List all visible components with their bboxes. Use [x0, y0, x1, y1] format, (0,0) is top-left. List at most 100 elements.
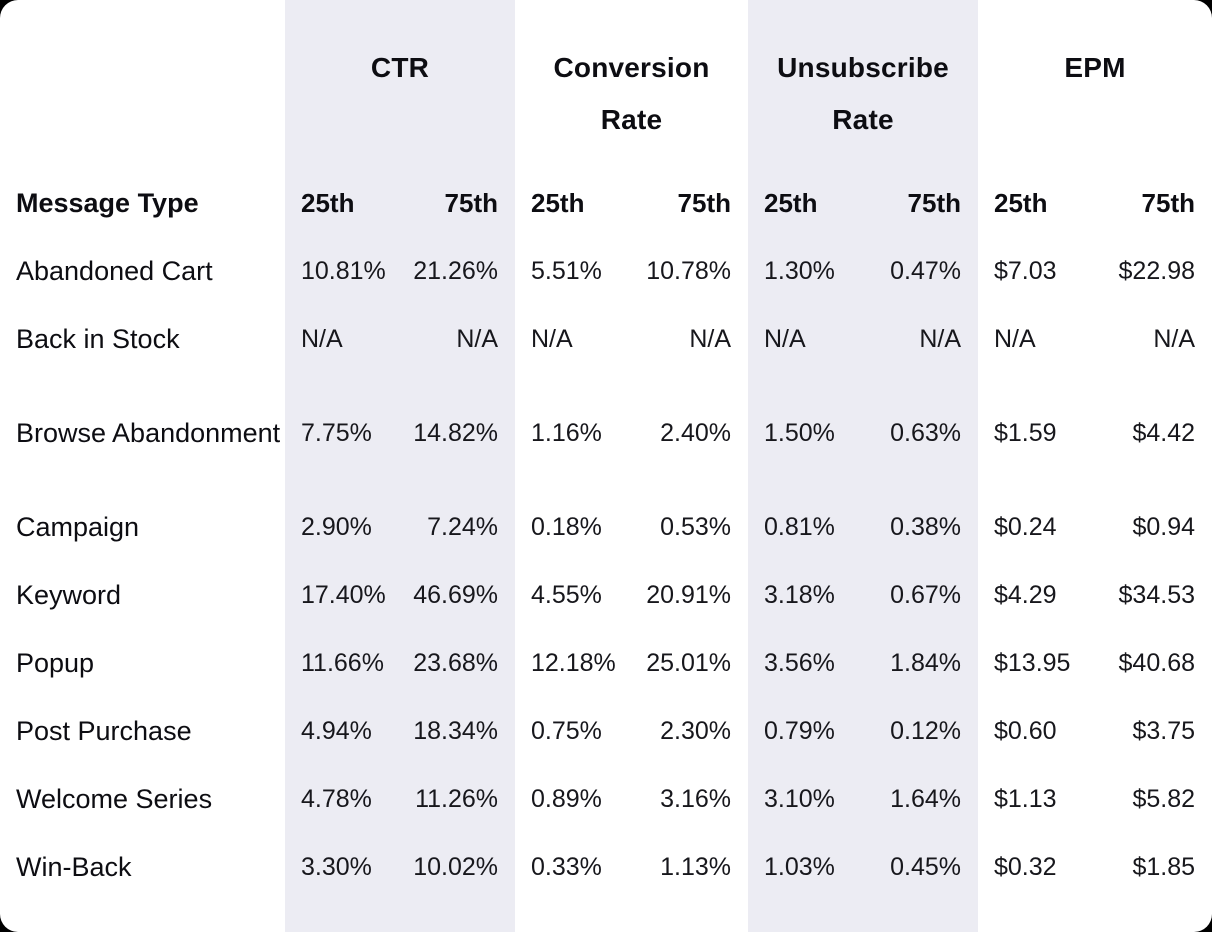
row-label: Welcome Series [16, 784, 213, 814]
subheader-unsubscribe-25th: 25th [764, 187, 818, 218]
group-header-epm-label: EPM [1064, 52, 1126, 83]
metric-cell: 25.01% [646, 648, 731, 677]
metric-cell: 1.13% [660, 852, 731, 881]
table-row: Campaign 2.90% 7.24% 0.18% 0.53% 0.81% 0… [0, 493, 1212, 561]
metric-cell: $1.13 [994, 784, 1057, 813]
subheader-ctr-75th: 75th [444, 187, 498, 218]
metric-cell: 0.81% [764, 512, 835, 541]
group-header-conversion-rate-label: Conversion Rate [553, 52, 710, 135]
group-header-epm: EPM [978, 0, 1212, 169]
subheader-conversion-25th: 25th [531, 187, 585, 218]
metric-cell: N/A [689, 324, 731, 353]
metric-cell: 1.64% [890, 784, 961, 813]
table-row: Keyword 17.40% 46.69% 4.55% 20.91% 3.18%… [0, 561, 1212, 629]
column-header-row: Message Type 25th 75th 25th 75th 25th 75… [0, 169, 1212, 237]
metric-cell: 0.38% [890, 512, 961, 541]
metric-cell: 0.12% [890, 716, 961, 745]
table-row: Win-Back 3.30% 10.02% 0.33% 1.13% 1.03% … [0, 833, 1212, 901]
group-header-row: CTR Conversion Rate Unsubscribe Rate EPM [0, 0, 1212, 169]
ctr-column-band [285, 0, 515, 932]
metric-cell: 2.40% [660, 418, 731, 447]
metric-cell: 0.18% [531, 512, 602, 541]
metric-cell: $0.24 [994, 512, 1057, 541]
row-label: Win-Back [16, 852, 132, 882]
subheader-ctr-25th: 25th [301, 187, 355, 218]
metric-cell: N/A [456, 324, 498, 353]
metric-cell: 0.33% [531, 852, 602, 881]
metric-cell: 17.40% [301, 580, 386, 609]
metric-cell: $22.98 [1118, 256, 1195, 285]
metric-cell: 0.89% [531, 784, 602, 813]
subheader-epm-75th: 75th [1141, 187, 1195, 218]
metric-cell: 4.55% [531, 580, 602, 609]
group-header-ctr: CTR [285, 0, 515, 169]
metric-cell: 1.30% [764, 256, 835, 285]
metric-cell: 11.66% [301, 648, 384, 677]
metric-cell: 21.26% [413, 256, 498, 285]
metric-cell: $3.75 [1132, 716, 1195, 745]
metric-cell: 7.75% [301, 418, 372, 447]
metric-cell: N/A [919, 324, 961, 353]
metric-cell: $40.68 [1118, 648, 1195, 677]
metric-cell: 0.47% [890, 256, 961, 285]
metric-cell: 1.50% [764, 418, 835, 447]
row-label: Popup [16, 648, 95, 678]
metric-cell: 1.03% [764, 852, 835, 881]
row-label: Post Purchase [16, 716, 192, 746]
group-header-unsubscribe-rate-label: Unsubscribe Rate [777, 52, 949, 135]
unsubscribe-column-band [748, 0, 978, 932]
group-header-spacer [0, 0, 285, 169]
metric-cell: 2.90% [301, 512, 372, 541]
table-row: Back in Stock N/A N/A N/A N/A N/A N/A N/… [0, 305, 1212, 373]
metric-cell: N/A [301, 324, 343, 353]
metric-cell: 11.26% [415, 784, 498, 813]
metric-cell: 4.78% [301, 784, 372, 813]
metric-cell: 10.02% [413, 852, 498, 881]
metric-cell: 3.18% [764, 580, 835, 609]
metric-cell: $5.82 [1132, 784, 1195, 813]
message-type-header: Message Type [16, 188, 199, 218]
table-row: Welcome Series 4.78% 11.26% 0.89% 3.16% … [0, 765, 1212, 833]
metric-cell: $0.60 [994, 716, 1057, 745]
table-row: Popup 11.66% 23.68% 12.18% 25.01% 3.56% … [0, 629, 1212, 697]
group-header-ctr-label: CTR [370, 52, 430, 83]
subheader-conversion-75th: 75th [677, 187, 731, 218]
subheader-epm-25th: 25th [994, 187, 1048, 218]
metric-cell: $0.94 [1132, 512, 1195, 541]
metric-cell: N/A [1153, 324, 1195, 353]
metric-cell: 46.69% [413, 580, 498, 609]
metric-cell: 0.67% [890, 580, 961, 609]
metric-cell: 10.81% [301, 256, 386, 285]
metric-cell: N/A [764, 324, 806, 353]
metric-cell: 14.82% [413, 418, 498, 447]
metric-cell: 20.91% [646, 580, 731, 609]
metric-cell: N/A [994, 324, 1036, 353]
metric-cell: 2.30% [660, 716, 731, 745]
metric-cell: $7.03 [994, 256, 1057, 285]
metric-cell: 23.68% [413, 648, 498, 677]
row-label: Keyword [16, 580, 122, 610]
row-label: Browse Abandonment [16, 418, 281, 448]
metric-cell: 4.94% [301, 716, 372, 745]
metric-cell: 12.18% [531, 648, 616, 677]
metric-cell: 1.84% [890, 648, 961, 677]
table-row: Abandoned Cart 10.81% 21.26% 5.51% 10.78… [0, 237, 1212, 305]
metric-cell: $4.42 [1132, 418, 1195, 447]
metric-cell: N/A [531, 324, 573, 353]
metric-cell: $1.85 [1132, 852, 1195, 881]
metric-cell: 3.30% [301, 852, 372, 881]
metric-cell: 1.16% [531, 418, 602, 447]
metric-cell: 5.51% [531, 256, 602, 285]
metric-cell: 0.75% [531, 716, 602, 745]
metric-cell: 10.78% [646, 256, 731, 285]
metric-cell: 18.34% [413, 716, 498, 745]
subheader-unsubscribe-75th: 75th [907, 187, 961, 218]
metric-cell: 0.53% [660, 512, 731, 541]
table-row: Post Purchase 4.94% 18.34% 0.75% 2.30% 0… [0, 697, 1212, 765]
row-label: Campaign [16, 512, 140, 542]
metric-cell: 7.24% [427, 512, 498, 541]
metric-cell: 3.16% [660, 784, 731, 813]
metric-cell: 0.63% [890, 418, 961, 447]
metric-cell: 0.45% [890, 852, 961, 881]
